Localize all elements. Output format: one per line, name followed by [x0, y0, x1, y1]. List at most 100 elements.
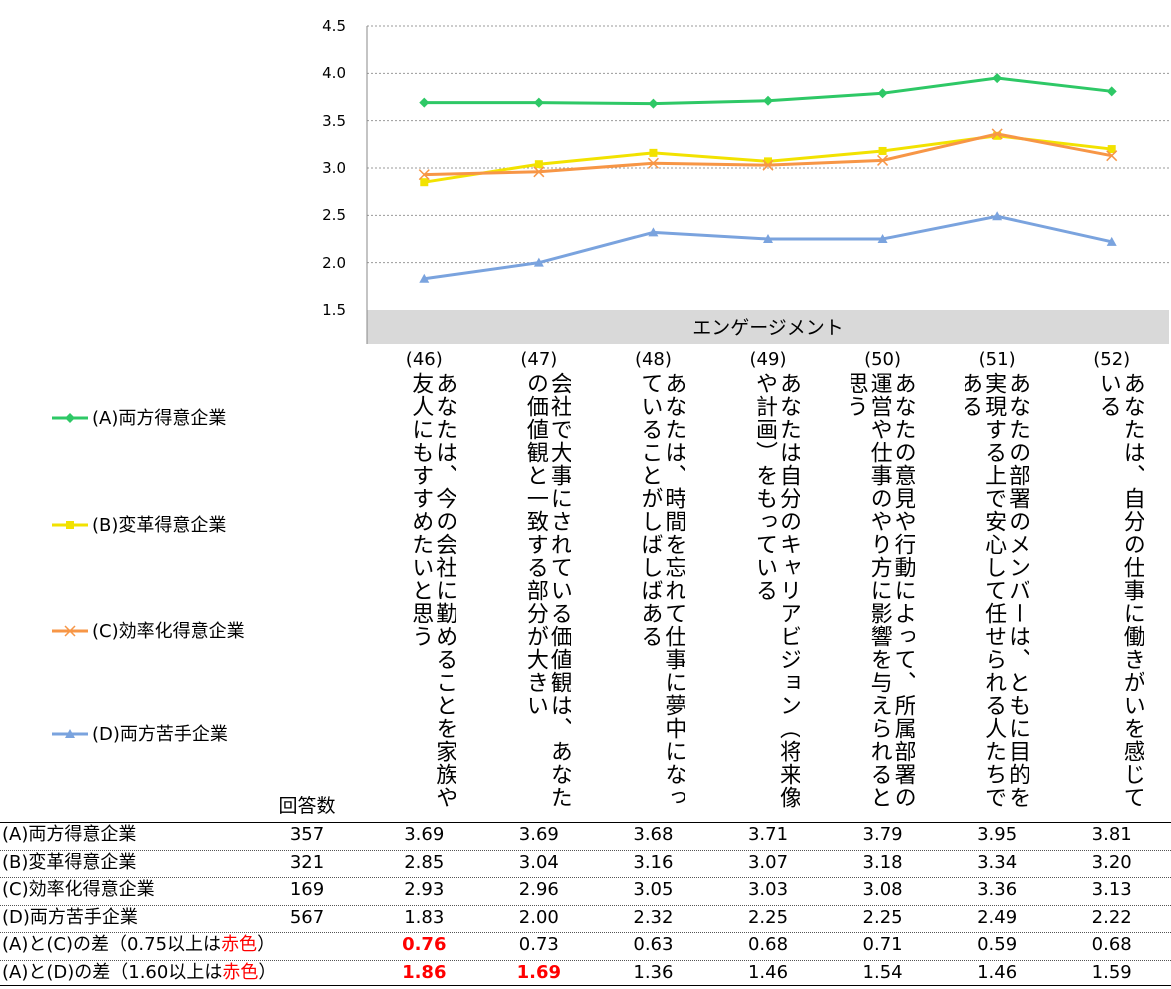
data-point-x — [64, 625, 76, 637]
data-point-diamond — [648, 98, 659, 109]
table-cell: 2.25 — [862, 906, 903, 928]
y-tick-label: 3.0 — [322, 159, 346, 177]
category-label: あなたは、今の会社に勤めることを家族や友人にもすすめたいと思う — [408, 372, 457, 809]
category-label: あなたは自分のキャリアビジョン（将来像や計画）をもっている — [752, 372, 800, 809]
series-0 — [419, 73, 1117, 109]
legend-swatch — [52, 729, 88, 738]
row-label-red-word: 赤色 — [222, 961, 259, 983]
legend-swatch — [52, 413, 88, 423]
table-cell: 3.16 — [633, 851, 674, 873]
series-lines — [418, 73, 1118, 283]
series-1 — [420, 131, 1116, 187]
series-line — [424, 214, 1113, 281]
table-cell: 3.69 — [518, 824, 559, 845]
data-point-square — [420, 178, 429, 187]
data-point-square — [878, 146, 887, 155]
series-2 — [418, 128, 1118, 181]
table-cell: 2.00 — [518, 906, 559, 928]
table-cell: 3.69 — [404, 824, 445, 845]
table-cell: 2.32 — [633, 906, 674, 928]
y-tick-label: 2.5 — [322, 206, 346, 225]
category-label: あなたの意見や行動によって、所属部署の運営や仕事のやり方に影響を与えられると思う — [850, 372, 915, 809]
table-cell: 0.59 — [977, 934, 1018, 955]
table-cell: 3.04 — [518, 851, 559, 873]
category-number: (52) — [1093, 349, 1131, 370]
table-cell: 3.13 — [1091, 879, 1132, 900]
data-point-x — [991, 128, 1003, 140]
category-number: (46) — [405, 349, 443, 370]
table-cell: 1.54 — [862, 961, 903, 983]
table-cell: 3.71 — [747, 824, 789, 845]
table-cell: 2.22 — [1091, 906, 1132, 928]
y-tick-label: 2.0 — [322, 253, 346, 272]
row-count: 321 — [289, 851, 325, 873]
data-point-triangle — [763, 234, 773, 243]
row-label-text: (A)と(D)の差（1.60以上は — [2, 961, 223, 983]
table-row: (B)変革得意企業 321 2.85 3.04 3.16 3.07 3.18 3.34 3.20 — [0, 849, 1171, 875]
table-cell: 2.93 — [404, 879, 445, 900]
table-cell: 3.07 — [747, 851, 789, 873]
data-point-triangle — [877, 234, 888, 243]
table-row: (A)と(C)の差（0.75以上は赤色） 0.76 0.73 0.63 0.68 0.71… — [0, 932, 1171, 957]
data-point-diamond — [877, 88, 888, 99]
category-label: あなたは、時間を忘れて仕事に夢中になっていることがしばしばある — [637, 372, 686, 809]
legend-label: (C)効率化得意企業 — [92, 621, 245, 642]
table-row: (A)両方得意企業 357 3.69 3.69 3.68 3.71 3.79 3.95 3.81 — [0, 822, 1171, 847]
table-cell: 2.49 — [977, 906, 1018, 928]
table-cell: 3.95 — [977, 824, 1018, 845]
table-cell: 1.86 — [402, 961, 447, 983]
table-cell: 0.63 — [633, 934, 674, 955]
row-label: (D)両方苦手企業 — [2, 906, 138, 928]
data-point-diamond — [533, 97, 544, 108]
data-point-x — [1106, 150, 1118, 162]
data-point-diamond — [65, 413, 75, 423]
table-cell: 1.59 — [1091, 961, 1132, 983]
legend-label: (A)両方得意企業 — [92, 408, 227, 429]
table-cell: 3.79 — [862, 824, 903, 845]
table-cell: 0.73 — [518, 934, 559, 955]
data-point-x — [762, 159, 774, 171]
data-point-triangle — [1106, 236, 1117, 246]
table-cell: 3.36 — [977, 879, 1018, 900]
table-cell: 3.68 — [633, 824, 674, 845]
category-band-label: エンゲージメント — [692, 317, 844, 339]
data-point-diamond — [763, 95, 773, 106]
category-number: (48) — [634, 349, 672, 370]
y-tick-label: 4.0 — [322, 64, 346, 83]
category-number: (49) — [749, 349, 787, 370]
category-number: (50) — [864, 349, 902, 370]
data-point-x — [533, 166, 545, 178]
y-tick-label: 1.5 — [322, 301, 346, 319]
category-label: あなたの部署のメンバーは、ともに目的を実現する上で安心して任せられる人たちである — [965, 372, 1030, 809]
data-point-x — [418, 169, 430, 181]
table-cell: 3.20 — [1091, 851, 1132, 873]
data-point-diamond — [1106, 86, 1117, 97]
series-line — [424, 132, 1112, 177]
table-cell: 3.03 — [747, 879, 789, 900]
data-point-diamond — [419, 97, 430, 108]
data-point-triangle — [419, 273, 430, 283]
row-label-close: ） — [257, 934, 276, 955]
row-label: (A)両方得意企業 — [2, 824, 137, 845]
category-label: あなたは、自分の仕事に働きがいを感じている — [1095, 372, 1144, 809]
data-point-square — [649, 148, 658, 157]
legend-swatch — [52, 625, 88, 637]
row-label: (C)効率化得意企業 — [2, 879, 155, 900]
data-point-square — [1107, 145, 1116, 154]
data-point-square — [66, 521, 74, 529]
data-point-square — [764, 157, 772, 166]
row-label-red-word: 赤色 — [221, 934, 258, 955]
table-cell: 0.68 — [747, 934, 789, 955]
table-row: (D)両方苦手企業 567 1.83 2.00 2.32 2.25 2.25 2.49 2.22 — [0, 904, 1171, 930]
data-point-x — [877, 154, 889, 166]
gridlines — [367, 25, 1169, 264]
row-label: (B)変革得意企業 — [2, 851, 137, 873]
category-label: 会社で大事にされている価値観は、あなたの価値観と一致する部分が大きい — [522, 372, 571, 809]
data-point-square — [534, 160, 543, 169]
table-cell: 3.81 — [1091, 824, 1132, 845]
data-point-triangle — [533, 257, 544, 267]
data-point-triangle — [65, 729, 75, 738]
table-cell: 3.18 — [862, 851, 903, 873]
data-point-square — [993, 131, 1002, 140]
